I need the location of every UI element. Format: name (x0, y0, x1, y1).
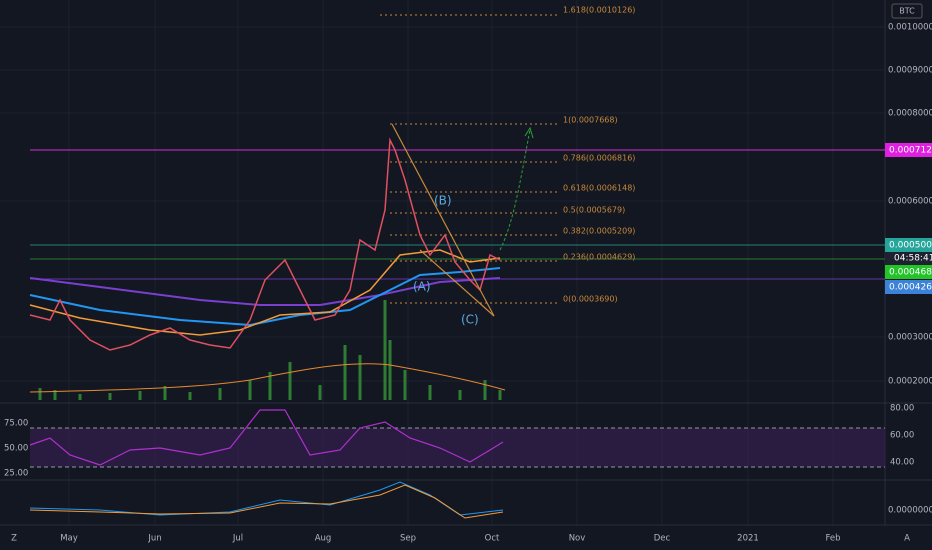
badge: 0.0005009 (889, 241, 932, 251)
badge-bg (885, 280, 932, 294)
fib-label: 0(0.0003690) (563, 295, 618, 304)
time-label: Dec (654, 534, 671, 544)
rsi-line (29, 409, 504, 466)
volume-bars (38, 300, 502, 400)
time-label: Jun (147, 534, 161, 544)
price-label: 0.0002000 (888, 377, 932, 387)
wedge-line (419, 249, 495, 317)
fib-label: 0.786(0.0006816) (563, 154, 635, 163)
badge: 0.0007124 (889, 146, 932, 156)
fib-label: 0.382(0.0005209) (563, 227, 635, 236)
rsi-label: 60.00 (890, 431, 914, 441)
price-label: 0.0003000 (888, 333, 932, 343)
time-label: May (60, 534, 78, 544)
badge-bg (885, 265, 932, 279)
price-line (29, 137, 501, 351)
price-label: 0.0006000 (888, 197, 932, 207)
fib-label: 0.236(0.0004629) (563, 253, 635, 262)
time-axis: May Jun Jul Aug Sep Oct Nov Dec 2021 Feb (60, 534, 840, 544)
fib-label: 0.5(0.0005679) (563, 206, 625, 215)
time-label: Jul (232, 534, 243, 544)
time-label: Aug (315, 534, 332, 544)
signal-line (29, 484, 504, 519)
ma-orange (29, 249, 501, 336)
wave-label: (C) (461, 313, 479, 327)
rsi-band (30, 428, 885, 467)
ma-purple (29, 277, 501, 306)
auto-scale-button[interactable]: A (904, 534, 910, 544)
wave-label: (A) (413, 280, 431, 294)
fib-label: 0.618(0.0006148) (563, 184, 635, 193)
rsi-label: 40.00 (890, 458, 914, 468)
badge-bg (885, 252, 932, 265)
badge-bg (885, 143, 932, 157)
fib-lines (380, 14, 560, 304)
price-label: 0.0010000 (888, 23, 932, 33)
time-label: 2021 (737, 534, 759, 544)
badge: 0.0004264 (889, 283, 932, 293)
fib-label: 1(0.0007668) (563, 116, 618, 125)
rsi-label: 75.00 (4, 419, 28, 429)
symbol-box (891, 3, 923, 19)
zoom-button[interactable]: Z (11, 534, 17, 544)
badge-bg (885, 238, 932, 252)
wave-label: (B) (434, 194, 452, 208)
rsi-label: 80.00 (890, 404, 914, 414)
volume-ma (29, 363, 506, 393)
countdown: 04:58:41 (894, 254, 932, 264)
badge: 0.0004684 (889, 268, 932, 278)
macd-label: 0.0000000 (888, 506, 932, 516)
time-label: Sep (400, 534, 416, 544)
projection-arrow (499, 129, 531, 251)
time-label: Feb (825, 534, 840, 544)
symbol[interactable]: BTC (899, 7, 915, 16)
price-label: 0.0008000 (888, 109, 932, 119)
wedge-line (391, 123, 495, 317)
price-label: 0.0009000 (888, 66, 932, 76)
rsi-label: 50.00 (4, 444, 28, 454)
time-label: Nov (569, 534, 586, 544)
arrow-head (524, 126, 534, 139)
time-label: Oct (485, 534, 500, 544)
fib-label: 1.618(0.0010126) (563, 6, 635, 15)
rsi-label: 25.00 (4, 469, 28, 479)
